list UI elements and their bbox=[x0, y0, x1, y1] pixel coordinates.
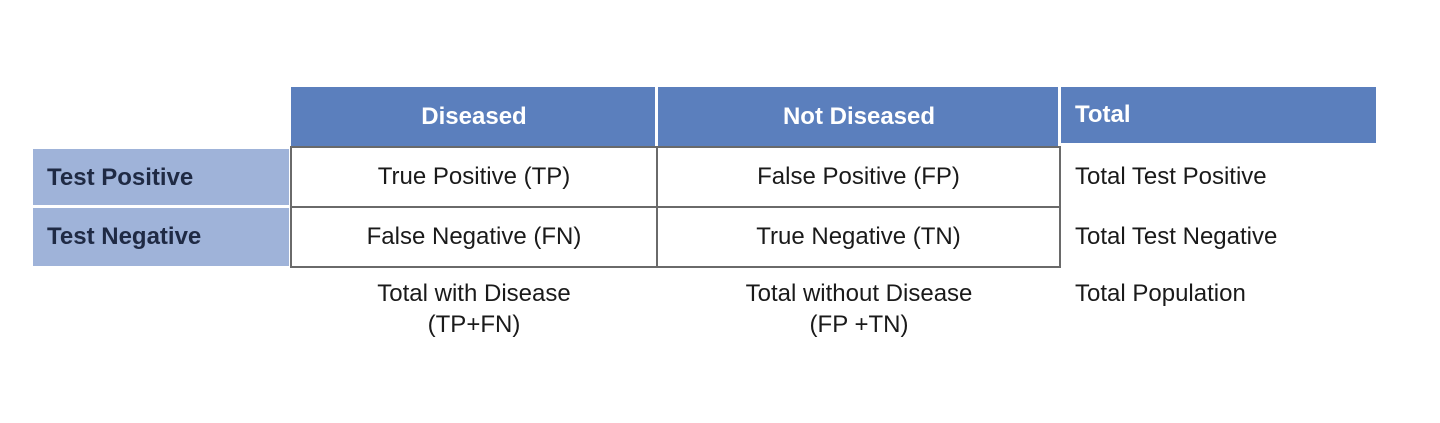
row-label-text: Test Positive bbox=[47, 163, 194, 191]
cell-false-positive: False Positive (FP) bbox=[658, 148, 1059, 206]
row-total-test-negative: Total Test Negative bbox=[1061, 208, 1381, 266]
header-diseased: Diseased bbox=[291, 87, 657, 146]
row-total-text: Total Test Positive bbox=[1075, 163, 1267, 191]
row-label-text: Test Negative bbox=[47, 223, 202, 251]
column-total-line2: (FP +TN) bbox=[809, 311, 909, 339]
cell-text: True Negative (TN) bbox=[756, 223, 961, 251]
header-diseased-label: Diseased bbox=[421, 102, 527, 130]
cell-text: False Negative (FN) bbox=[366, 223, 582, 251]
column-total-line2: (TP+FN) bbox=[427, 311, 521, 339]
column-total-line1: Total with Disease bbox=[377, 280, 571, 307]
grid-horizontal-divider bbox=[290, 206, 1061, 208]
cell-text: False Positive (FP) bbox=[757, 163, 960, 191]
row-label-test-negative: Test Negative bbox=[33, 208, 289, 266]
column-total-line1: Total without Disease bbox=[745, 280, 973, 307]
row-label-test-positive: Test Positive bbox=[33, 149, 289, 206]
header-not-diseased-label: Not Diseased bbox=[782, 102, 936, 130]
header-total-label: Total bbox=[1075, 101, 1131, 129]
column-total-not-diseased: Total without Disease (FP +TN) bbox=[657, 278, 1061, 358]
cell-text: True Positive (TP) bbox=[377, 163, 571, 191]
total-population: Total Population bbox=[1061, 278, 1381, 310]
header-total: Total bbox=[1061, 87, 1376, 143]
header-separator bbox=[655, 87, 658, 146]
cell-true-negative: True Negative (TN) bbox=[658, 208, 1059, 266]
row-total-text: Total Test Negative bbox=[1075, 223, 1278, 251]
header-not-diseased: Not Diseased bbox=[657, 87, 1061, 146]
total-population-text: Total Population bbox=[1075, 280, 1246, 308]
column-total-diseased: Total with Disease (TP+FN) bbox=[291, 278, 657, 358]
header-separator bbox=[1058, 87, 1061, 146]
cell-true-positive: True Positive (TP) bbox=[292, 148, 656, 206]
row-label-separator bbox=[33, 205, 289, 208]
row-total-test-positive: Total Test Positive bbox=[1061, 148, 1381, 206]
cell-false-negative: False Negative (FN) bbox=[292, 208, 656, 266]
